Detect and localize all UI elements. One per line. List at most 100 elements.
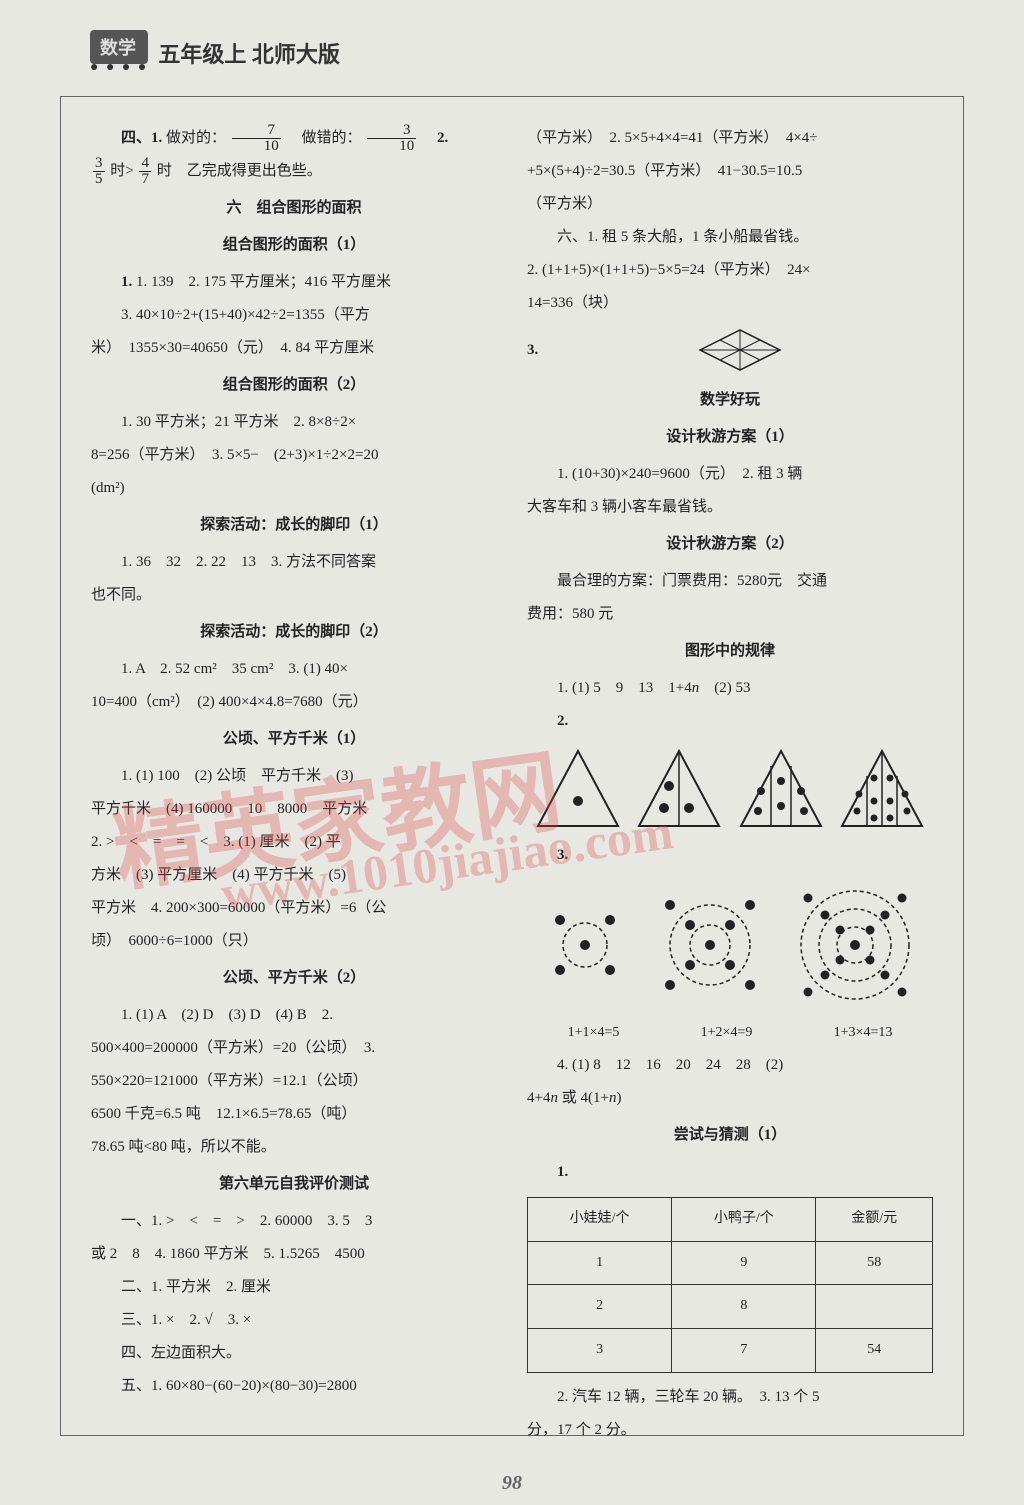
section-title: 图形中的规律 [527, 635, 933, 668]
section-title: 探索活动：成长的脚印（1） [91, 509, 497, 542]
section-title: 尝试与猜测（1） [527, 1119, 933, 1152]
line: 四、左边面积大。 [91, 1337, 497, 1370]
line: 35 时> 47 时 乙完成得更出色些。 [91, 155, 497, 188]
circle-label: 1+2×4=9 [701, 1018, 753, 1049]
section-title: 第六单元自我评价测试 [91, 1168, 497, 1201]
triangle-figure [837, 746, 927, 831]
line: 14=336（块） [527, 287, 933, 320]
table-row: 3 7 54 [528, 1329, 933, 1373]
table-header: 小娃娃/个 [528, 1197, 672, 1241]
line: +5×(5+4)÷2=30.5（平方米） 41−30.5=10.5 [527, 155, 933, 188]
line: 3. [527, 320, 933, 380]
line: 78.65 吨<80 吨，所以不能。 [91, 1131, 497, 1164]
section-title: 公顷、平方千米（2） [91, 962, 497, 995]
table-header: 小鸭子/个 [672, 1197, 816, 1241]
line: 1. [527, 1156, 933, 1189]
header-title: 五年级上 北师大版 [158, 37, 340, 69]
table-cell: 2 [528, 1285, 672, 1329]
line: 平方米 4. 200×300=60000（平方米）=6（公 [91, 892, 497, 925]
line: 最合理的方案：门票费用：5280元 交通 [527, 565, 933, 598]
badge-wrap: 数学 ● ● ● ● [90, 30, 148, 76]
line: 2. [527, 705, 933, 738]
line: 大客车和 3 辆小客车最省钱。 [527, 491, 933, 524]
line: 10=400（cm²） (2) 400×4×4.8=7680（元） [91, 686, 497, 719]
section-title: 组合图形的面积（1） [91, 229, 497, 262]
line: 方米 (3) 平方厘米 (4) 平方千米 (5) [91, 859, 497, 892]
left-column: 四、1. 做对的： 710 做错的： 310 2. 35 时> 47 时 乙完成… [91, 122, 497, 1410]
line: 三、1. × 2. √ 3. × [91, 1304, 497, 1337]
table-cell: 54 [816, 1329, 933, 1373]
circle-labels: 1+1×4=5 1+2×4=9 1+3×4=13 [527, 1018, 933, 1049]
right-column: （平方米） 2. 5×5+4×4=41（平方米） 4×4÷ +5×(5+4)÷2… [527, 122, 933, 1410]
line: 3. 40×10÷2+(15+40)×42÷2=1355（平方 [91, 299, 497, 332]
line: 1. 30 平方米；21 平方米 2. 8×8÷2× [91, 406, 497, 439]
line: 4+4n 或 4(1+n) [527, 1082, 933, 1115]
triangle-figure [634, 746, 724, 831]
table-header-row: 小娃娃/个 小鸭子/个 金额/元 [528, 1197, 933, 1241]
line: 4. (1) 8 12 16 20 24 28 (2) [527, 1049, 933, 1082]
line: （平方米） 2. 5×5+4×4=41（平方米） 4×4÷ [527, 122, 933, 155]
section-title: 设计秋游方案（1） [527, 421, 933, 454]
line: 1. (1) A (2) D (3) D (4) B 2. [91, 999, 497, 1032]
table-row: 1 9 58 [528, 1241, 933, 1285]
line: 一、1. > < = > 2. 60000 3. 5 3 [91, 1205, 497, 1238]
line: 米） 1355×30=40650（元） 4. 84 平方厘米 [91, 332, 497, 365]
line: 1. 1. 139 2. 175 平方厘米；416 平方厘米 [91, 266, 497, 299]
line: 二、1. 平方米 2. 厘米 [91, 1271, 497, 1304]
line: 费用：580 元 [527, 598, 933, 631]
circle-row [527, 880, 933, 1010]
page-header: 数学 ● ● ● ● 五年级上 北师大版 [90, 30, 964, 76]
table-cell [816, 1285, 933, 1329]
page-number: 98 [502, 1472, 522, 1495]
line: 1. (1) 5 9 13 1+4n (2) 53 [527, 672, 933, 705]
line: 五、1. 60×80−(60−20)×(80−30)=2800 [91, 1370, 497, 1403]
line: 也不同。 [91, 579, 497, 612]
section-title: 组合图形的面积（2） [91, 369, 497, 402]
line: 1. (10+30)×240=9600（元） 2. 租 3 辆 [527, 458, 933, 491]
section-title: 探索活动：成长的脚印（2） [91, 616, 497, 649]
table-cell: 3 [528, 1329, 672, 1373]
line: 顷） 6000÷6=1000（只） [91, 925, 497, 958]
triangle-figure [533, 746, 623, 831]
table-cell: 9 [672, 1241, 816, 1285]
fraction: 310 [367, 123, 416, 154]
circle-label: 1+3×4=13 [834, 1018, 893, 1049]
diamond-figure [690, 325, 790, 375]
line: (dm²) [91, 472, 497, 505]
table-cell: 1 [528, 1241, 672, 1285]
page-container: 数学 ● ● ● ● 五年级上 北师大版 精英家教网 www.1010jiaji… [0, 0, 1024, 1505]
table-cell: 58 [816, 1241, 933, 1285]
table-header: 金额/元 [816, 1197, 933, 1241]
data-table: 小娃娃/个 小鸭子/个 金额/元 1 9 58 2 8 [527, 1197, 933, 1373]
section-title: 设计秋游方案（2） [527, 528, 933, 561]
triangle-row [527, 746, 933, 831]
line: 3. [527, 839, 933, 872]
line: 1. A 2. 52 cm² 35 cm² 3. (1) 40× [91, 653, 497, 686]
circle-figure [540, 900, 630, 990]
circle-label: 1+1×4=5 [568, 1018, 620, 1049]
section-title: 数学好玩 [527, 384, 933, 417]
line: 1. 36 32 2. 22 13 3. 方法不同答案 [91, 546, 497, 579]
line: （平方米） [527, 188, 933, 221]
table-cell: 7 [672, 1329, 816, 1373]
triangle-figure [736, 746, 826, 831]
line: 2. > < = = < 3. (1) 厘米 (2) 平 [91, 826, 497, 859]
circle-figure [790, 880, 920, 1010]
line: 2. 汽车 12 辆，三轮车 20 辆。 3. 13 个 5 [527, 1381, 933, 1414]
section-title: 公顷、平方千米（1） [91, 723, 497, 756]
fraction: 35 [93, 156, 105, 187]
table-row: 2 8 [528, 1285, 933, 1329]
table-cell: 8 [672, 1285, 816, 1329]
line: 8=256（平方米） 3. 5×5− (2+3)×1÷2×2=20 [91, 439, 497, 472]
content-frame: 精英家教网 www.1010jiajiao.com 四、1. 做对的： 710 … [60, 96, 964, 1436]
circle-figure [655, 890, 765, 1000]
line: 分，17 个 2 分。 [527, 1414, 933, 1447]
line: 2. (1+1+5)×(1+1+5)−5×5=24（平方米） 24× [527, 254, 933, 287]
section-title: 六 组合图形的面积 [91, 192, 497, 225]
line: 500×400=200000（平方米）=20（公顷） 3. [91, 1032, 497, 1065]
line: 或 2 8 4. 1860 平方米 5. 1.5265 4500 [91, 1238, 497, 1271]
line: 四、1. 做对的： 710 做错的： 310 2. [91, 122, 497, 155]
subject-badge: 数学 [90, 30, 148, 64]
line: 平方千米 (4) 160000 10 8000 平方米 [91, 793, 497, 826]
fraction: 710 [232, 123, 281, 154]
